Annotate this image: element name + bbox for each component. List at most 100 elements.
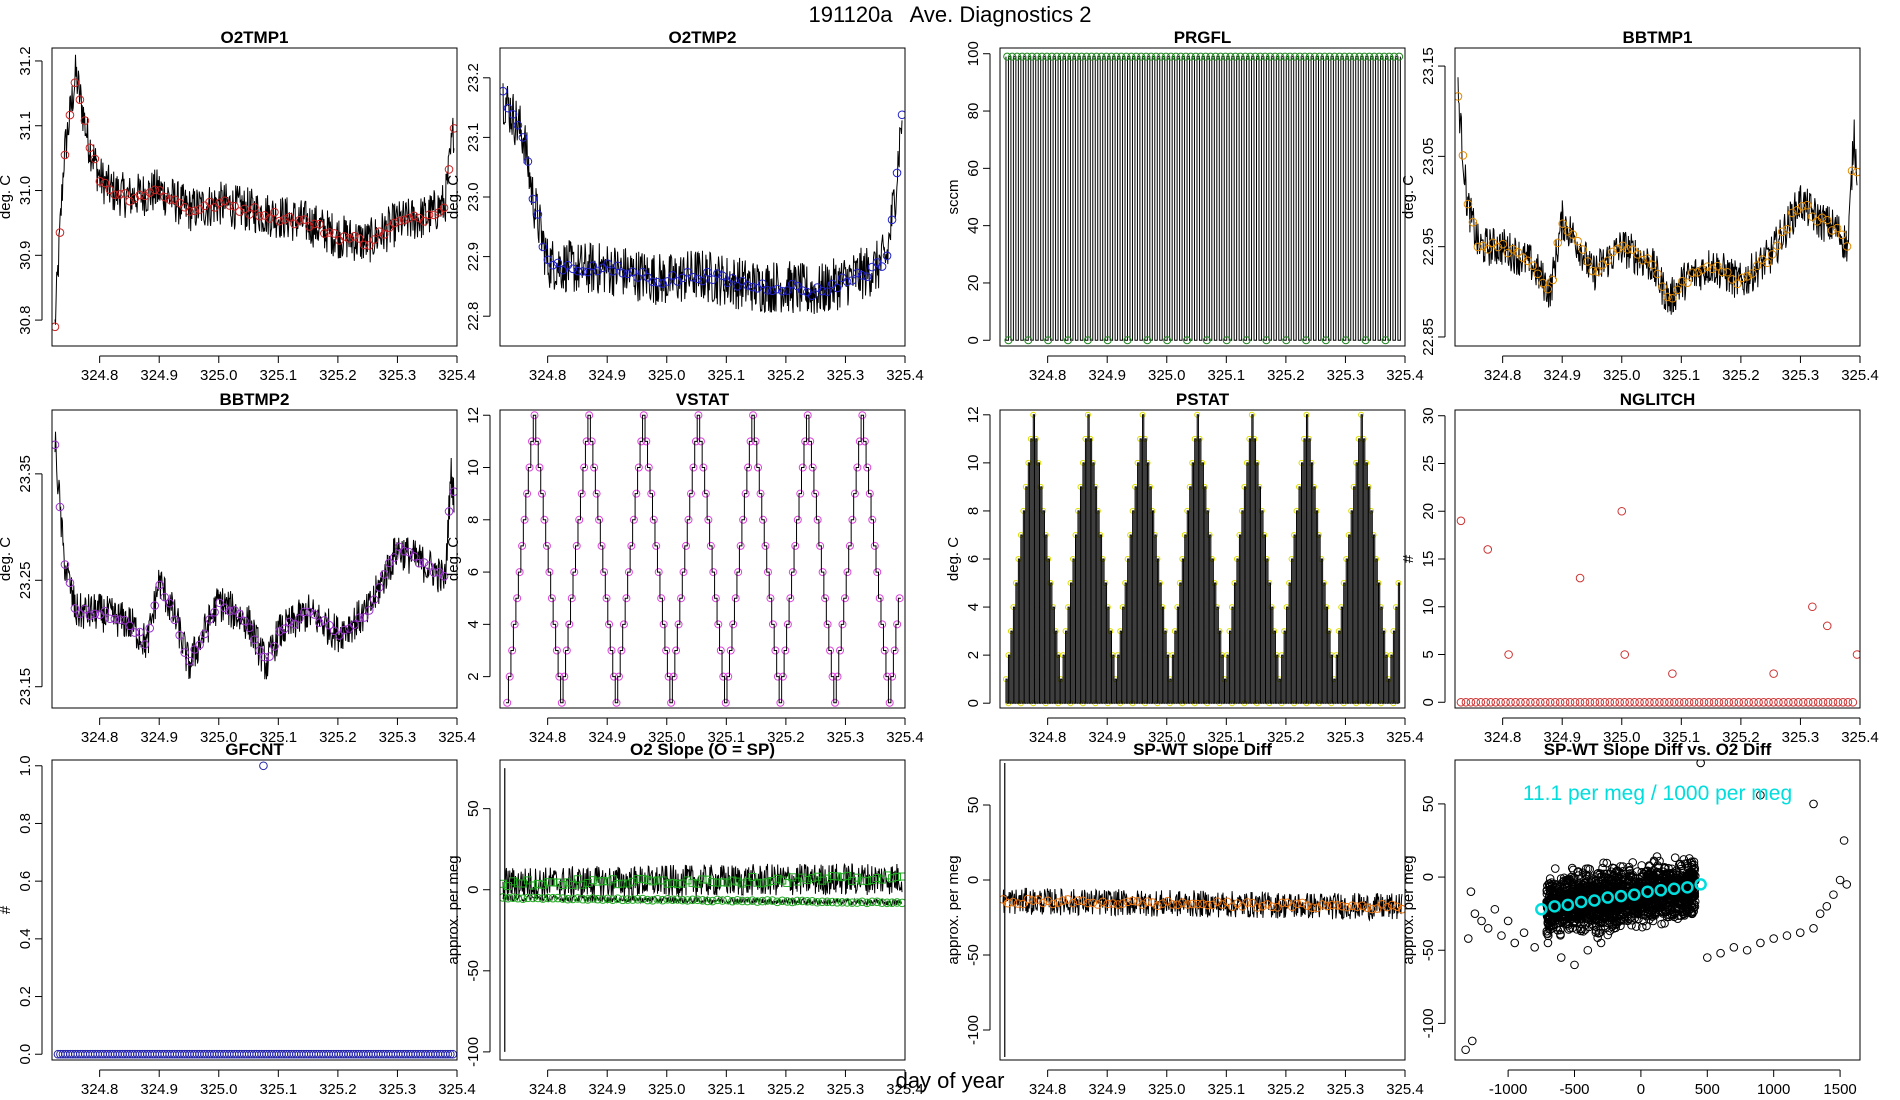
data-point xyxy=(1564,925,1573,934)
x-tick-label: 0 xyxy=(1637,1081,1645,1098)
x-tick-label: 324.9 xyxy=(1088,729,1126,746)
data-point xyxy=(1561,898,1575,912)
data-point xyxy=(783,878,792,887)
data-point xyxy=(1132,52,1141,61)
data-point xyxy=(1808,602,1817,612)
data-point xyxy=(449,487,457,497)
data-point xyxy=(280,215,289,224)
data-point xyxy=(558,881,567,890)
data-point xyxy=(259,761,268,771)
data-point xyxy=(1650,697,1659,707)
data-point xyxy=(782,897,792,906)
data-point xyxy=(1052,52,1061,61)
data-point xyxy=(617,646,626,655)
data-point xyxy=(1127,52,1136,61)
data-point xyxy=(1616,881,1626,890)
data-point xyxy=(275,627,284,636)
data-point xyxy=(768,620,777,629)
data-point xyxy=(1550,916,1560,926)
data-point xyxy=(792,281,802,291)
data-point xyxy=(797,896,807,906)
data-point xyxy=(270,642,279,651)
data-point xyxy=(1777,227,1787,237)
data-point xyxy=(1684,697,1694,707)
data-point xyxy=(533,210,543,219)
data-point xyxy=(822,897,832,907)
x-tick-label: 500 xyxy=(1695,1081,1720,1098)
data-point xyxy=(857,270,867,280)
data-point xyxy=(868,875,877,884)
data-point xyxy=(1633,908,1642,918)
data-point xyxy=(1610,697,1620,707)
data-point xyxy=(315,618,324,627)
data-point xyxy=(821,594,830,603)
data-point xyxy=(1592,869,1602,879)
data-point xyxy=(1285,52,1294,61)
x-tick-label: 325.4 xyxy=(1841,729,1879,746)
data-point xyxy=(888,874,897,883)
data-point xyxy=(1719,697,1729,707)
y-tick-label: 8 xyxy=(465,516,482,524)
y-tick-label: 0 xyxy=(965,336,982,344)
x-tick-label: 325.1 xyxy=(1208,729,1246,746)
data-point xyxy=(364,241,374,250)
data-point xyxy=(1678,868,1688,878)
data-point xyxy=(1808,697,1818,707)
x-tick-label: 324.9 xyxy=(1543,367,1581,384)
y-tick-label: 4 xyxy=(965,603,982,611)
data-point xyxy=(1835,875,1845,885)
data-point xyxy=(1733,279,1742,289)
data-point xyxy=(1390,52,1399,61)
data-point xyxy=(1568,230,1578,239)
data-point xyxy=(530,411,539,420)
data-point xyxy=(612,698,621,707)
data-point xyxy=(1635,697,1644,707)
data-point xyxy=(1381,336,1390,345)
data-point xyxy=(1271,52,1280,61)
data-point xyxy=(1013,52,1022,61)
data-point xyxy=(1173,900,1182,910)
series-vstat-line xyxy=(505,414,901,704)
data-point xyxy=(1143,336,1152,345)
data-point xyxy=(1528,261,1538,271)
data-point xyxy=(1574,895,1588,909)
data-point xyxy=(663,277,672,286)
data-point xyxy=(1382,902,1392,912)
data-point xyxy=(773,284,782,294)
data-point xyxy=(1668,669,1677,678)
data-point xyxy=(1325,52,1334,61)
data-point xyxy=(867,262,877,272)
data-point xyxy=(1654,901,1663,911)
data-point xyxy=(653,277,662,287)
data-point xyxy=(683,267,692,277)
data-point xyxy=(1723,267,1732,277)
data-point xyxy=(1636,898,1645,907)
data-point xyxy=(1754,697,1763,707)
data-point xyxy=(424,210,434,220)
x-tick-label: 325.2 xyxy=(1722,367,1760,384)
data-point xyxy=(833,872,842,881)
data-point xyxy=(1744,697,1754,707)
data-point xyxy=(255,211,264,221)
data-point xyxy=(788,873,797,882)
data-point xyxy=(1263,900,1272,909)
y-tick-label: 23.1 xyxy=(465,123,482,152)
data-point xyxy=(1681,859,1690,868)
data-point xyxy=(533,879,542,888)
data-point xyxy=(200,629,209,639)
data-point xyxy=(1607,922,1617,932)
data-point xyxy=(1724,697,1734,707)
plot-frame xyxy=(499,409,906,709)
x-tick-label: 325.3 xyxy=(1782,367,1820,384)
y-tick-label: 100 xyxy=(965,41,982,66)
data-point xyxy=(195,640,204,650)
x-tick-label: 325.2 xyxy=(319,367,357,384)
data-point xyxy=(838,620,847,629)
data-point xyxy=(1739,697,1749,707)
data-point xyxy=(771,646,780,655)
data-point xyxy=(1102,52,1111,61)
data-point xyxy=(1504,650,1513,659)
data-point xyxy=(629,515,638,524)
data-point xyxy=(577,489,586,498)
data-point xyxy=(836,646,845,655)
